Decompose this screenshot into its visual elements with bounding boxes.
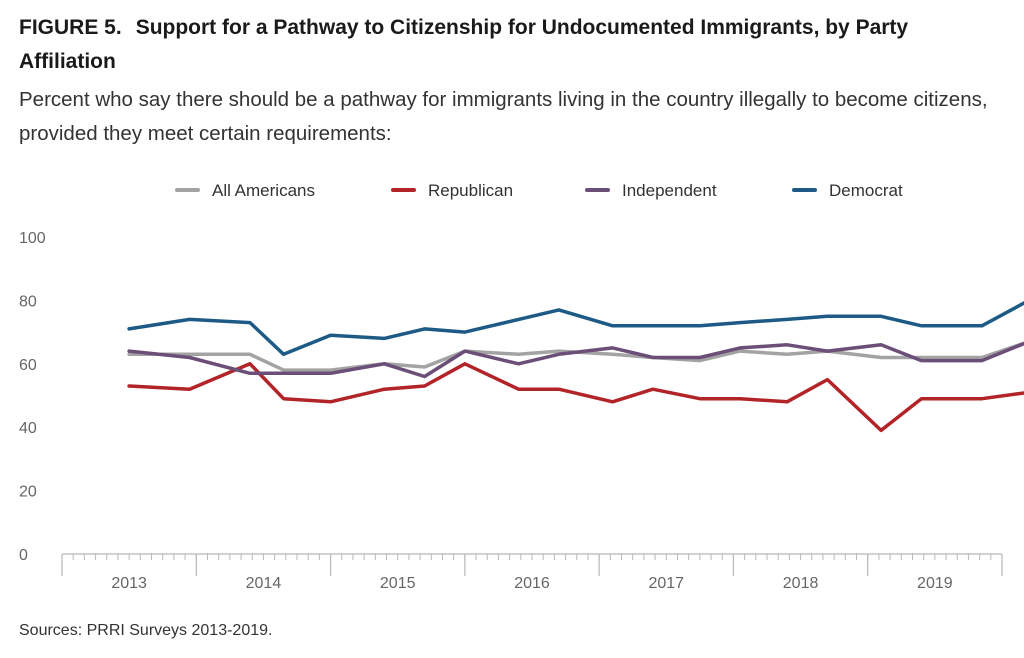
figure-label: FIGURE 5.	[19, 16, 122, 39]
x-tick-label-2016: 2016	[514, 575, 550, 592]
series-line-all-americans	[127, 341, 1024, 372]
series-lines	[127, 301, 1024, 433]
legend-label-democrat: Democrat	[829, 181, 903, 200]
x-tick-label-2017: 2017	[648, 575, 684, 592]
legend: All Americans Republican Independent Democr…	[175, 181, 903, 200]
y-tick-label-80: 80	[19, 293, 37, 310]
legend-label-independent: Independent	[622, 181, 717, 200]
source-note: Sources: PRRI Surveys 2013-2019.	[19, 622, 273, 639]
chart-title: FIGURE 5. Support for a Pathway to Citize…	[19, 11, 1009, 79]
y-tick-label-0: 0	[19, 547, 28, 564]
y-tick-label-60: 60	[19, 357, 37, 374]
y-axis: 0 20 40 60 80 100	[19, 230, 46, 564]
y-tick-label-100: 100	[19, 230, 46, 247]
x-tick-label-2013: 2013	[111, 575, 147, 592]
series-line-republican	[127, 362, 1024, 433]
y-tick-label-20: 20	[19, 484, 37, 501]
x-tick-label-2015: 2015	[380, 575, 416, 592]
x-tick-label-2014: 2014	[246, 575, 282, 592]
y-tick-label-40: 40	[19, 420, 37, 437]
legend-label-republican: Republican	[428, 181, 513, 200]
series-line-democrat	[127, 301, 1024, 357]
x-tick-label-2019: 2019	[917, 575, 953, 592]
chart-title-text: Support for a Pathway to Citizenship for…	[19, 16, 909, 73]
x-axis: 2013 2014 2015 2016 2017 2018 2019	[61, 553, 1003, 592]
x-tick-label-2018: 2018	[783, 575, 819, 592]
legend-label-all-americans: All Americans	[212, 181, 315, 200]
series-line-independent	[127, 341, 1024, 379]
chart-subtitle: Percent who say there should be a pathwa…	[19, 88, 988, 145]
